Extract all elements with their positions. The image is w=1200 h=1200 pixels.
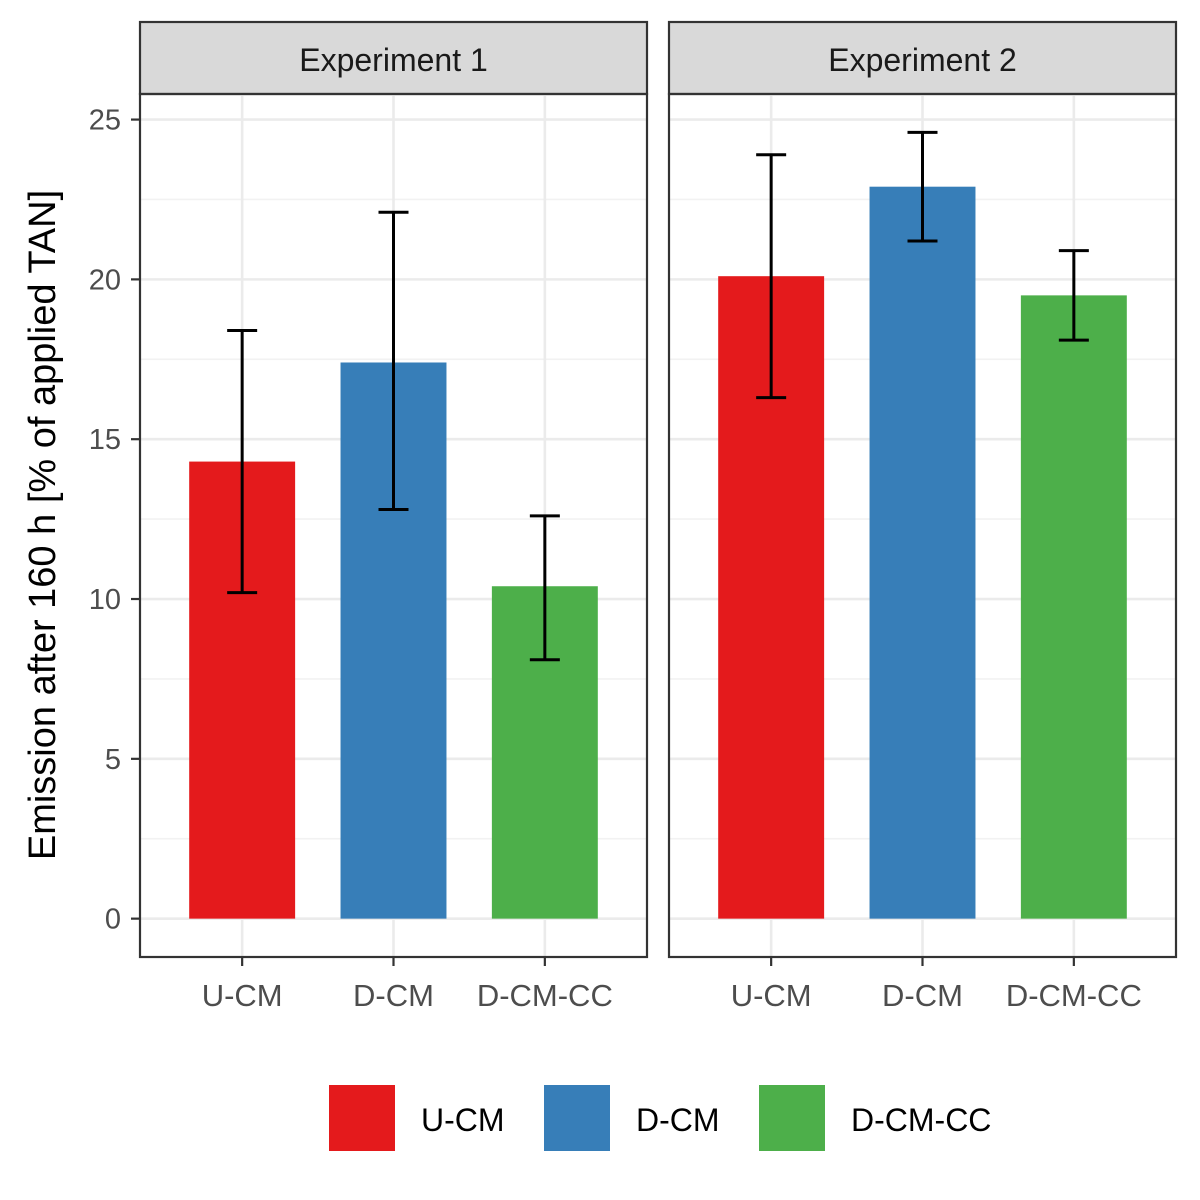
x-labels-panel-2: U-CM D-CM D-CM-CC	[731, 978, 1142, 1013]
bar-d-cm-cc	[1020, 295, 1127, 919]
y-tick-label: 10	[89, 584, 121, 616]
y-tick-label: 0	[105, 904, 121, 936]
strip-experiment-1	[138, 20, 649, 96]
x-tick-label: D-CM	[882, 978, 963, 1013]
error-bars-panel-2	[756, 130, 1089, 400]
legend: U-CM D-CM D-CM-CC	[329, 1085, 991, 1151]
y-tick-label: 25	[89, 105, 121, 137]
x-ticks-panel-1	[241, 957, 546, 966]
x-tick-label: D-CM	[353, 978, 434, 1013]
y-axis: 0 5 10 15 20 25	[89, 105, 140, 936]
legend-label-u-cm: U-CM	[421, 1102, 505, 1138]
strip-title-experiment-2: Experiment 2	[828, 42, 1017, 78]
panel-experiment-2: Experiment 2 U-CM D-CM D-CM-CC	[667, 20, 1178, 1013]
legend-key-d-cm	[544, 1085, 610, 1151]
legend-key-d-cm-cc	[759, 1085, 825, 1151]
x-tick-label: D-CM-CC	[477, 978, 613, 1013]
bars-panel-2	[718, 186, 1127, 919]
x-tick-label: U-CM	[202, 978, 283, 1013]
y-axis-title: Emission after 160 h [% of applied TAN]	[22, 190, 64, 860]
x-labels-panel-1: U-CM D-CM D-CM-CC	[202, 978, 613, 1013]
y-tick-label: 15	[89, 424, 121, 456]
panel-experiment-1: Experiment 1 U-CM D-CM D-CM-CC	[138, 20, 649, 1013]
legend-label-d-cm-cc: D-CM-CC	[851, 1102, 991, 1138]
strip-title-experiment-1: Experiment 1	[299, 42, 488, 78]
y-tick-label: 5	[105, 744, 121, 776]
legend-key-u-cm	[329, 1085, 395, 1151]
bar-d-cm	[869, 186, 976, 919]
x-tick-label: U-CM	[731, 978, 812, 1013]
bars-panel-1	[189, 362, 598, 919]
strip-experiment-2	[667, 20, 1178, 96]
error-bars-panel-1	[227, 210, 560, 662]
x-tick-label: D-CM-CC	[1006, 978, 1142, 1013]
legend-label-d-cm: D-CM	[636, 1102, 720, 1138]
y-tick-label: 20	[89, 264, 121, 296]
x-ticks-panel-2	[770, 957, 1075, 966]
